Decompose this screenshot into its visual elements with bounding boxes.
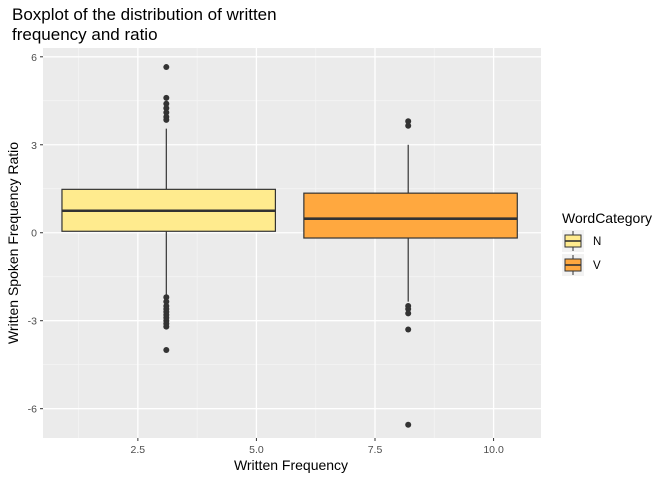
outlier-point xyxy=(405,326,412,333)
x-tick-label: 10.0 xyxy=(483,444,504,456)
outlier-point xyxy=(405,310,412,317)
legend-title: WordCategory xyxy=(562,210,652,226)
y-tick-label: 6 xyxy=(31,52,37,64)
y-axis: -6 -3 0 3 6 xyxy=(28,52,43,416)
legend-entry-V: V xyxy=(562,254,601,276)
y-tick-label: -3 xyxy=(28,316,37,328)
legend: WordCategory NV xyxy=(562,210,652,276)
outlier-point xyxy=(163,298,170,305)
outlier-point xyxy=(405,305,412,312)
x-axis: 2.5 5.0 7.5 10.0 xyxy=(131,438,504,456)
outlier-point xyxy=(163,109,170,116)
outlier-point xyxy=(163,116,170,123)
box-V xyxy=(303,118,518,428)
outlier-point xyxy=(163,105,170,112)
outlier-point xyxy=(405,421,412,428)
y-tick-label: -6 xyxy=(28,404,37,416)
x-axis-title: Written Frequency xyxy=(234,457,348,473)
outlier-point xyxy=(405,118,412,125)
y-tick-label: 0 xyxy=(31,228,37,240)
chart-title-line-2: frequency and ratio xyxy=(12,25,158,44)
boxes-layer xyxy=(61,64,518,428)
outlier-point xyxy=(163,347,170,354)
legend-label: V xyxy=(593,260,601,272)
plot-panel xyxy=(43,48,541,438)
outlier-point xyxy=(405,122,412,129)
y-tick-label: 3 xyxy=(31,140,37,152)
x-tick-label: 2.5 xyxy=(131,444,146,456)
y-axis-title: Written Spoken Frequency Ratio xyxy=(5,142,21,344)
x-tick-label: 5.0 xyxy=(249,444,264,456)
major-gridlines xyxy=(43,48,541,438)
legend-entry-N: N xyxy=(562,230,601,252)
outlier-point xyxy=(163,100,170,107)
outlier-point xyxy=(163,323,170,330)
legend-label: N xyxy=(593,236,601,248)
outlier-point xyxy=(163,64,170,71)
outlier-point xyxy=(163,294,170,301)
outlier-point xyxy=(163,94,170,101)
chart-title-line-1: Boxplot of the distribution of written xyxy=(12,5,277,24)
box-N xyxy=(61,64,277,354)
x-tick-label: 7.5 xyxy=(368,444,383,456)
iqr-box xyxy=(303,192,518,239)
